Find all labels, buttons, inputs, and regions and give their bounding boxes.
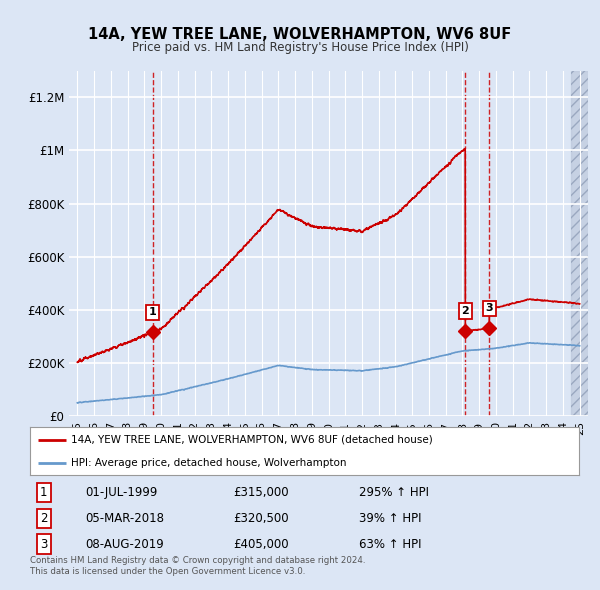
Text: 3: 3 (40, 537, 47, 551)
Bar (571, 71, 590, 416)
Text: This data is licensed under the Open Government Licence v3.0.: This data is licensed under the Open Gov… (30, 566, 305, 576)
Text: £320,500: £320,500 (233, 512, 289, 525)
Text: 05-MAR-2018: 05-MAR-2018 (85, 512, 164, 525)
Text: Contains HM Land Registry data © Crown copyright and database right 2024.: Contains HM Land Registry data © Crown c… (30, 556, 365, 565)
Text: £405,000: £405,000 (233, 537, 289, 551)
Text: 3: 3 (485, 303, 493, 313)
Text: 14A, YEW TREE LANE, WOLVERHAMPTON, WV6 8UF (detached house): 14A, YEW TREE LANE, WOLVERHAMPTON, WV6 8… (71, 435, 433, 445)
Text: HPI: Average price, detached house, Wolverhampton: HPI: Average price, detached house, Wolv… (71, 458, 347, 468)
Text: 1: 1 (149, 307, 157, 317)
Text: 2: 2 (40, 512, 47, 525)
Text: Price paid vs. HM Land Registry's House Price Index (HPI): Price paid vs. HM Land Registry's House … (131, 41, 469, 54)
Text: 39% ↑ HPI: 39% ↑ HPI (359, 512, 422, 525)
Text: 1: 1 (40, 486, 47, 499)
Bar (571, 71, 590, 416)
Text: 295% ↑ HPI: 295% ↑ HPI (359, 486, 430, 499)
Text: 63% ↑ HPI: 63% ↑ HPI (359, 537, 422, 551)
Text: 08-AUG-2019: 08-AUG-2019 (85, 537, 164, 551)
Text: 01-JUL-1999: 01-JUL-1999 (85, 486, 157, 499)
Text: 14A, YEW TREE LANE, WOLVERHAMPTON, WV6 8UF: 14A, YEW TREE LANE, WOLVERHAMPTON, WV6 8… (88, 27, 512, 42)
Text: £315,000: £315,000 (233, 486, 289, 499)
Text: 2: 2 (461, 306, 469, 316)
